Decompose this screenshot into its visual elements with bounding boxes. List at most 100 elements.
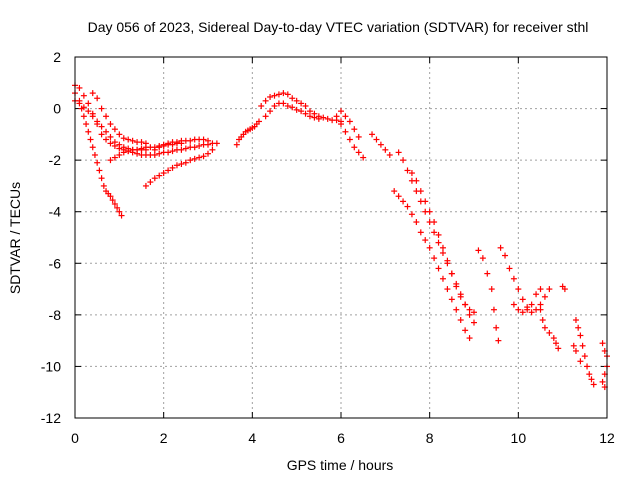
data-point [479, 255, 486, 262]
data-point [570, 342, 577, 349]
data-point [475, 247, 482, 254]
data-point [89, 113, 96, 120]
data-point [488, 286, 495, 293]
x-tick-label: 4 [248, 430, 256, 446]
data-point [191, 144, 198, 151]
data-point [306, 108, 313, 115]
data-point [553, 340, 560, 347]
data-point [444, 286, 451, 293]
data-point [439, 249, 446, 256]
data-point [182, 159, 189, 166]
data-point [306, 113, 313, 120]
y-axis-label: SDTVAR / TECUs [7, 182, 23, 294]
data-point [417, 229, 424, 236]
data-point [338, 121, 344, 128]
data-point [200, 136, 207, 143]
data-point [550, 335, 557, 342]
data-point [577, 332, 584, 339]
data-point [590, 381, 597, 388]
data-point [315, 115, 322, 122]
data-point [200, 153, 207, 160]
data-point [165, 149, 172, 156]
data-point [338, 108, 344, 115]
data-point [80, 113, 87, 120]
data-point [373, 136, 380, 143]
data-point [98, 105, 105, 112]
data-point [280, 100, 287, 107]
x-tick-label: 0 [71, 430, 79, 446]
data-point [510, 275, 517, 282]
data-point [111, 126, 118, 133]
data-point [178, 146, 185, 153]
data-point [572, 347, 579, 354]
data-point [448, 270, 455, 277]
data-point [98, 123, 105, 130]
data-point [541, 324, 548, 331]
chart-title: Day 056 of 2023, Sidereal Day-to-day VTE… [88, 19, 589, 35]
data-point [435, 231, 442, 238]
data-point [107, 121, 114, 128]
data-point [528, 301, 535, 308]
data-point [537, 286, 544, 293]
data-point [205, 150, 211, 157]
x-tick-label: 12 [599, 430, 615, 446]
data-point [173, 139, 180, 146]
data-point [196, 154, 203, 161]
data-point [262, 97, 269, 104]
data-point [369, 131, 376, 138]
y-tick-label: 2 [53, 49, 61, 65]
y-tick-label: -10 [41, 358, 61, 374]
data-point [298, 100, 305, 107]
data-point [484, 270, 491, 277]
data-point [497, 244, 504, 251]
plot-frame [74, 56, 608, 419]
data-point [533, 291, 540, 298]
data-point [182, 145, 189, 152]
data-point [178, 161, 185, 168]
data-point [435, 265, 442, 272]
data-point [275, 91, 282, 98]
data-point [89, 144, 96, 151]
data-point [87, 136, 94, 143]
data-point [134, 146, 141, 153]
data-point [408, 170, 415, 177]
data-point [293, 106, 300, 113]
data-point [599, 340, 606, 347]
data-point [435, 239, 442, 246]
data-point [422, 198, 429, 205]
data-point [267, 93, 274, 100]
y-tick-label: -6 [49, 255, 62, 271]
data-point [120, 135, 127, 142]
data-point [120, 144, 127, 151]
data-point [502, 252, 509, 259]
data-point [577, 358, 584, 365]
data-point [156, 144, 163, 151]
data-point [289, 95, 296, 102]
data-point [537, 306, 544, 313]
data-point [262, 113, 269, 120]
data-point [271, 102, 278, 109]
data-point [333, 113, 340, 120]
data-point [111, 154, 118, 161]
data-point [103, 128, 110, 135]
data-point [537, 301, 544, 308]
data-point [466, 306, 473, 313]
data-point [395, 149, 402, 156]
data-point [581, 353, 588, 360]
data-point [453, 306, 460, 313]
data-point [98, 131, 105, 138]
data-point [342, 128, 349, 135]
data-point [404, 167, 411, 174]
data-point [599, 378, 606, 385]
data-point [142, 182, 149, 189]
data-point [111, 200, 118, 207]
data-point [539, 317, 546, 324]
data-point [94, 118, 101, 125]
data-point [457, 317, 464, 324]
data-point [386, 151, 393, 158]
data-point [284, 102, 291, 109]
data-point [422, 237, 429, 244]
data-point [515, 306, 522, 313]
data-point [575, 324, 582, 331]
